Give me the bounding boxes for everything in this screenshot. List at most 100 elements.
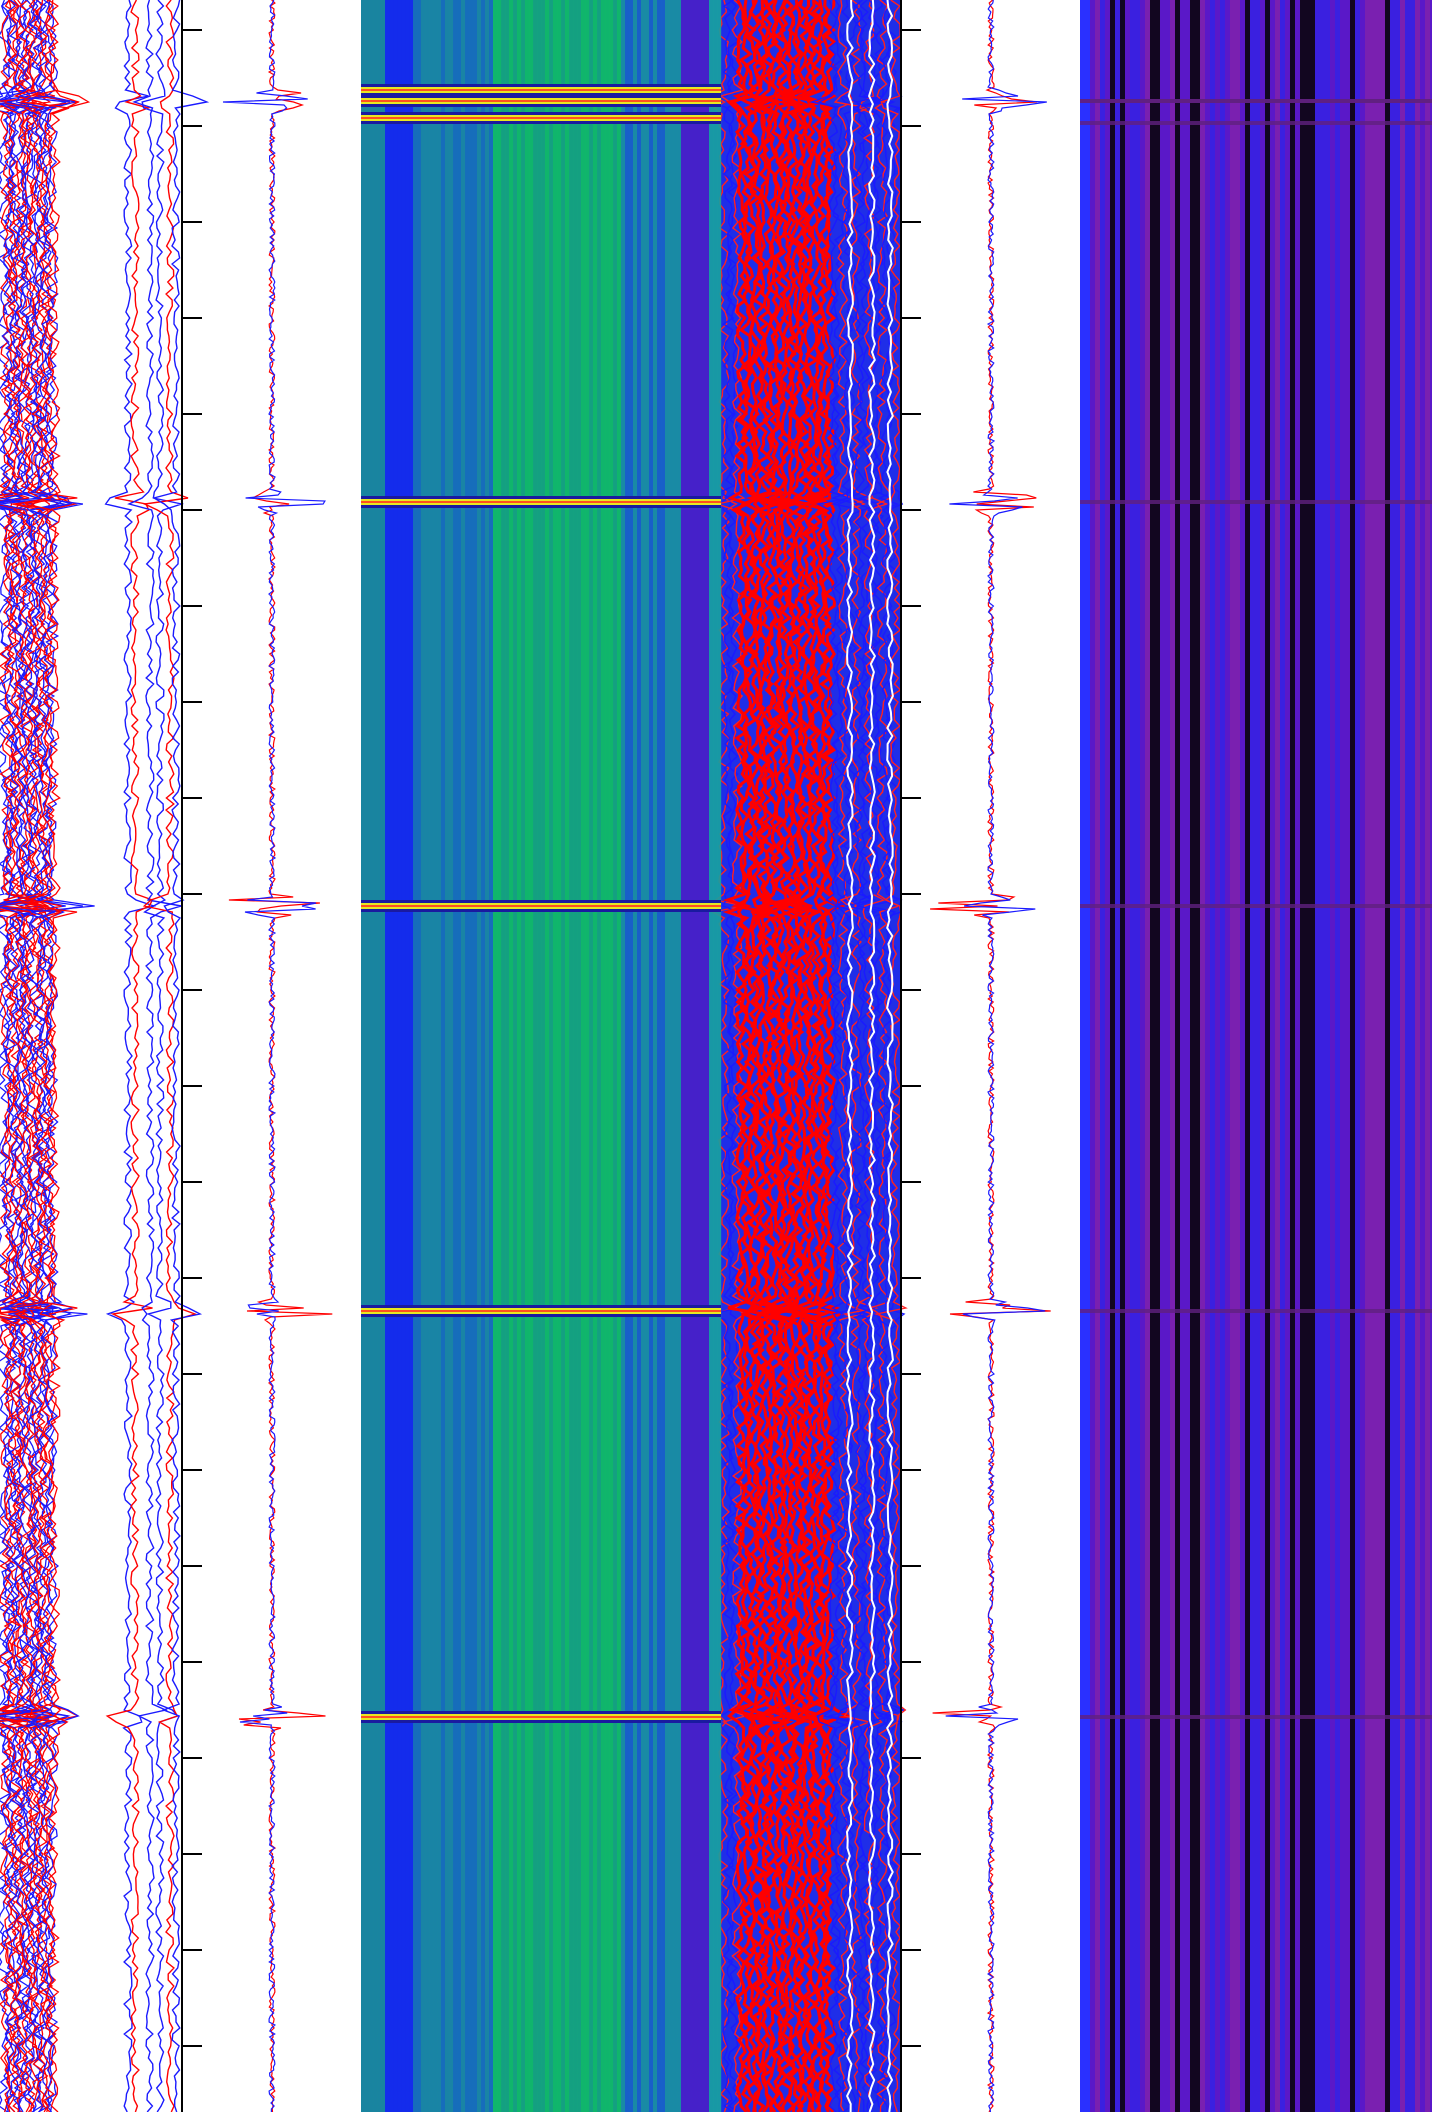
event-band	[1080, 1715, 1432, 1719]
heatmap-column	[517, 0, 522, 2112]
heatmap-column	[481, 0, 486, 2112]
heatmap-column	[1350, 0, 1356, 2112]
heatmap-column	[513, 0, 518, 2112]
heatmap-column	[713, 0, 718, 2112]
heatmap-column	[385, 0, 390, 2112]
event-band	[361, 1310, 721, 1312]
heatmap-column	[369, 0, 374, 2112]
heatmap-column	[477, 0, 482, 2112]
event-band	[361, 905, 721, 907]
wiggle-line	[727, 0, 770, 2112]
heatmap-column	[693, 0, 698, 2112]
heatmap-column	[1395, 0, 1401, 2112]
heatmap-column	[1170, 0, 1176, 2112]
heatmap-column	[429, 0, 434, 2112]
heatmap-column	[525, 0, 530, 2112]
wiggle-line	[104, 0, 157, 2112]
wiggle-line	[710, 0, 744, 2112]
heatmap-column	[665, 0, 670, 2112]
heatmap-column	[1290, 0, 1296, 2112]
heatmap-column	[501, 0, 506, 2112]
heatmap-column	[421, 0, 426, 2112]
heatmap-column	[689, 0, 694, 2112]
heatmap-column	[1375, 0, 1381, 2112]
heatmap-column	[1370, 0, 1376, 2112]
heatmap-column	[677, 0, 682, 2112]
wiggle-line	[13, 0, 71, 2112]
wiggle-line	[868, 0, 901, 2112]
wiggle-line	[142, 0, 198, 2112]
heatmap-column	[1090, 0, 1096, 2112]
heatmap-column	[541, 0, 546, 2112]
heatmap-column	[561, 0, 566, 2112]
heatmap-column	[389, 0, 394, 2112]
heatmap-column	[1160, 0, 1166, 2112]
heatmap-column	[633, 0, 638, 2112]
heatmap-column	[553, 0, 558, 2112]
heatmap-column	[1085, 0, 1091, 2112]
event-band	[361, 100, 721, 102]
heatmap-column	[573, 0, 578, 2112]
event-band	[361, 501, 721, 503]
heatmap-column	[601, 0, 606, 2112]
heatmap-column	[453, 0, 458, 2112]
wiggle-line	[16, 0, 95, 2112]
heatmap-column	[1335, 0, 1341, 2112]
heatmap-column	[405, 0, 410, 2112]
heatmap-column	[1130, 0, 1136, 2112]
heatmap-column	[1360, 0, 1366, 2112]
heatmap-column	[673, 0, 678, 2112]
heatmap-column	[681, 0, 686, 2112]
wiggle-line	[812, 0, 846, 2112]
heatmap-column	[1215, 0, 1221, 2112]
heatmap-column	[597, 0, 602, 2112]
heatmap-column	[1340, 0, 1346, 2112]
gap-line	[845, 0, 855, 2112]
heatmap-column	[537, 0, 542, 2112]
heatmap-column	[1305, 0, 1311, 2112]
gap-line	[867, 0, 877, 2112]
heatmap-column	[1425, 0, 1431, 2112]
heatmap-column	[625, 0, 630, 2112]
heatmap-column	[1165, 0, 1171, 2112]
heatmap-column	[621, 0, 626, 2112]
wiggle-line	[777, 0, 811, 2112]
event-band	[1080, 1309, 1432, 1313]
heatmap-column	[1205, 0, 1211, 2112]
wiggle-line	[809, 0, 852, 2112]
heatmap-column	[1210, 0, 1216, 2112]
wiggle-line	[10, 0, 79, 2112]
wiggle-line	[12, 0, 80, 2112]
heatmap-column	[377, 0, 382, 2112]
heatmap-column	[609, 0, 614, 2112]
heatmap-column	[373, 0, 378, 2112]
wiggle-line	[722, 0, 758, 2112]
wiggle-line	[0, 0, 56, 2112]
heatmap-column	[649, 0, 654, 2112]
heatmap-column	[1365, 0, 1371, 2112]
heatmap-column	[1180, 0, 1186, 2112]
heatmap-column	[1275, 0, 1281, 2112]
heatmap-column	[485, 0, 490, 2112]
heatmap-column	[437, 0, 442, 2112]
heatmap-column	[705, 0, 710, 2112]
heatmap-column	[425, 0, 430, 2112]
heatmap-column	[1255, 0, 1261, 2112]
heatmap-column	[465, 0, 470, 2112]
wiggle-line	[755, 0, 799, 2112]
wiggle-line	[745, 0, 782, 2112]
heatmap-column	[685, 0, 690, 2112]
heatmap-column	[1135, 0, 1141, 2112]
heatmap-column	[1325, 0, 1331, 2112]
heatmap-column	[1405, 0, 1411, 2112]
heatmap-column	[717, 0, 722, 2112]
heatmap-column	[1145, 0, 1151, 2112]
heatmap-column	[1415, 0, 1421, 2112]
wiggle-line	[807, 0, 852, 2112]
heatmap-column	[1400, 0, 1406, 2112]
heatmap-column	[1190, 0, 1196, 2112]
wiggle-line	[127, 0, 182, 2112]
heatmap-column	[617, 0, 622, 2112]
